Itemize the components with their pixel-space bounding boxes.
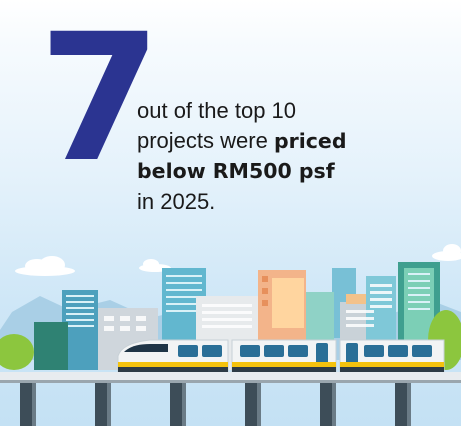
mid-windows [104, 276, 392, 331]
pillar-highlights [32, 382, 411, 426]
caption-line-2-bold: priced [273, 128, 347, 153]
caption-line-4: in 2025. [137, 188, 216, 214]
caption-line-2-regular: projects were [137, 127, 274, 153]
caption-line-3-bold: below RM500 psf [137, 159, 335, 183]
cloud-left [15, 256, 75, 276]
caption-line-3: below RM500 psf [137, 156, 437, 187]
bridge-pillars [20, 382, 411, 426]
track-deck [0, 372, 461, 382]
headline-number: 7 [38, 0, 161, 201]
cloud-right [432, 244, 461, 261]
caption: out of the top 10 projects were priced b… [137, 96, 437, 216]
train [117, 339, 445, 373]
caption-line-1: out of the top 10 [137, 98, 297, 123]
building-windows [66, 273, 430, 327]
track-deck-edge [0, 380, 461, 383]
caption-line-2: projects were priced [137, 126, 437, 157]
